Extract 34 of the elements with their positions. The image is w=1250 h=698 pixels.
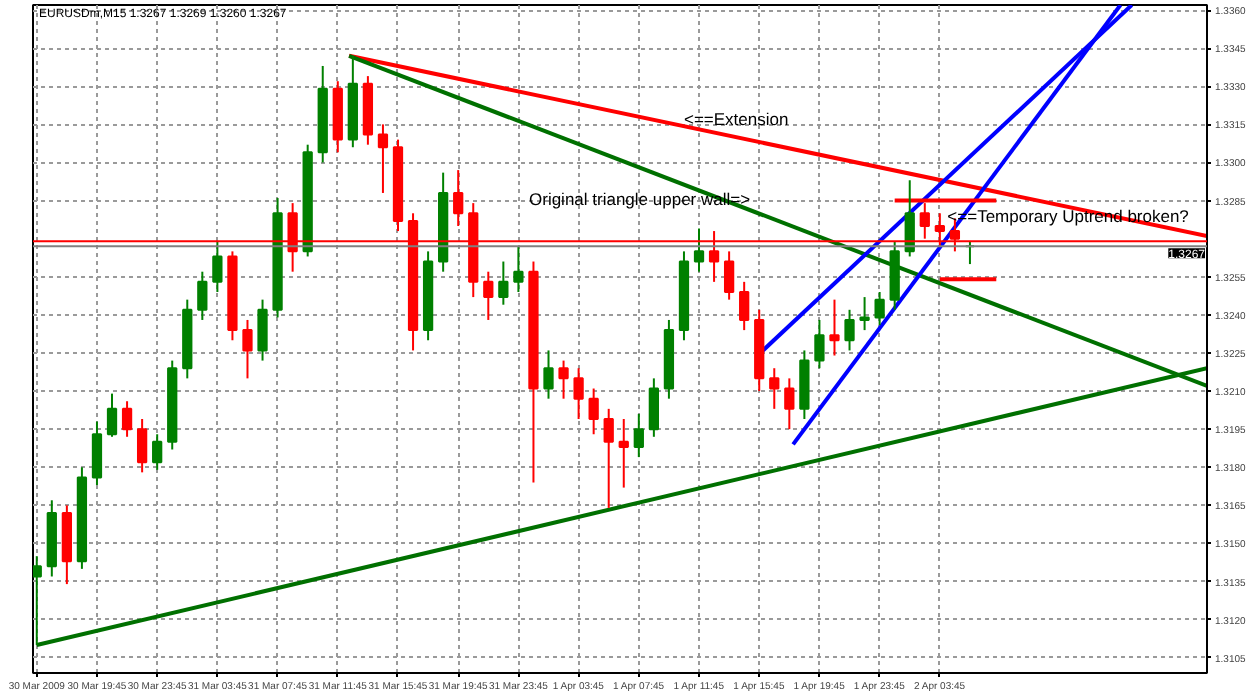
candlestick bbox=[197, 270, 208, 321]
candlestick bbox=[136, 418, 148, 474]
candlestick bbox=[91, 420, 103, 487]
candlestick bbox=[648, 377, 659, 438]
candlestick bbox=[859, 296, 870, 332]
candlestick bbox=[453, 169, 464, 227]
candlestick bbox=[242, 318, 253, 380]
candlestick bbox=[693, 227, 705, 273]
candlestick bbox=[618, 418, 629, 489]
candlestick bbox=[603, 407, 614, 509]
candlestick bbox=[152, 433, 163, 471]
candlestick bbox=[573, 367, 584, 421]
candlestick bbox=[377, 123, 389, 194]
candlestick bbox=[483, 270, 494, 321]
candlestick bbox=[633, 412, 644, 459]
candlestick bbox=[739, 280, 750, 332]
candlestick bbox=[844, 308, 855, 352]
candlestick bbox=[121, 400, 133, 438]
candlestick bbox=[723, 250, 735, 301]
candlestick bbox=[588, 387, 599, 436]
candlestick bbox=[498, 260, 509, 306]
candlestick bbox=[829, 298, 840, 357]
candlestick bbox=[874, 291, 885, 327]
annotation: <==Extension bbox=[683, 109, 789, 130]
candlestick bbox=[543, 349, 554, 400]
candlestick bbox=[106, 392, 118, 438]
candlestick bbox=[769, 367, 780, 410]
candlestick bbox=[33, 555, 42, 647]
candlestick bbox=[257, 298, 268, 362]
candlestick bbox=[513, 245, 524, 294]
candlestick bbox=[212, 240, 223, 294]
candlestick bbox=[784, 377, 795, 431]
candlestick bbox=[814, 318, 825, 370]
candlestick bbox=[558, 359, 569, 400]
